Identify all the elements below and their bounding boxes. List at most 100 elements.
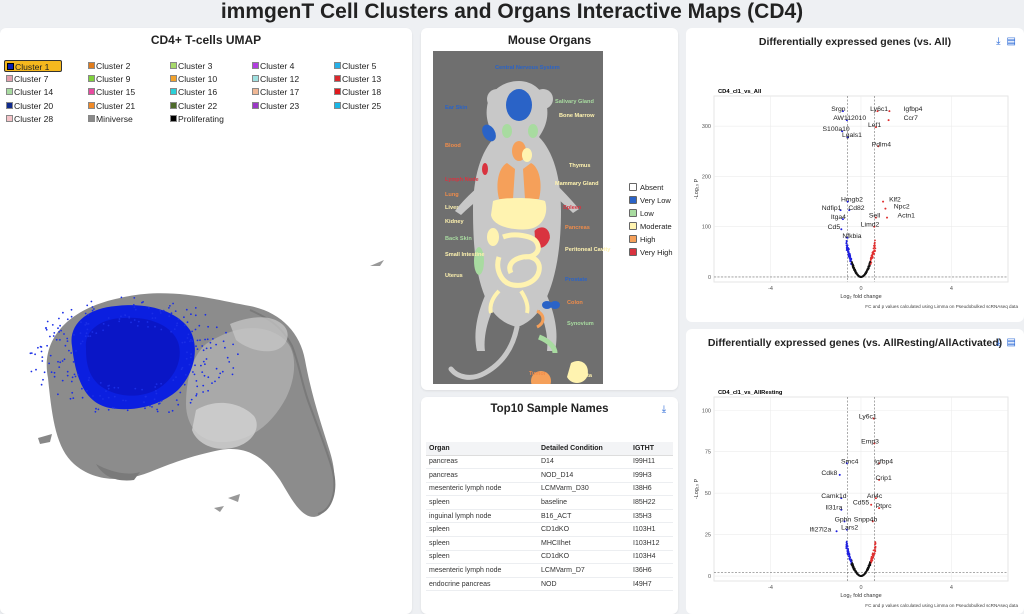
legend-item-cluster-18[interactable]: Cluster 18 <box>332 86 381 98</box>
legend-item-cluster-12[interactable]: Cluster 12 <box>250 73 299 85</box>
organ-label-synovium[interactable]: Synovium <box>567 321 594 327</box>
legend-item-cluster-15[interactable]: Cluster 15 <box>86 86 135 98</box>
table-cell: I36H6 <box>630 563 673 578</box>
legend-item-cluster-1[interactable]: Cluster 1 <box>4 60 63 72</box>
table-row[interactable]: spleen baseline I85H22 <box>426 495 673 510</box>
organ-label-salivary-gland[interactable]: Salivary Gland <box>555 99 594 105</box>
gene-point-highlight <box>839 209 842 212</box>
legend-item-cluster-20[interactable]: Cluster 20 <box>4 100 53 112</box>
organ-label-uterus[interactable]: Uterus <box>445 273 463 279</box>
legend-item-cluster-4[interactable]: Cluster 4 <box>250 60 294 72</box>
table-cell: spleen <box>426 536 538 551</box>
organ-label-liver[interactable]: Liver <box>445 205 459 211</box>
table-cell: LCMVarm_D7 <box>538 563 630 578</box>
gene-label: Cd82 <box>848 205 864 212</box>
umap-point <box>232 343 235 346</box>
organ-label-colon[interactable]: Colon <box>567 300 583 306</box>
gene-point-highlight <box>872 417 875 420</box>
organ-label-mammary-gland[interactable]: Mammary Gland <box>555 181 599 187</box>
legend-swatch <box>6 75 13 83</box>
table-row[interactable]: spleen MHCIIhet I103H12 <box>426 536 673 551</box>
legend-item-cluster-5[interactable]: Cluster 5 <box>332 60 376 72</box>
organ-label-thymus[interactable]: Thymus <box>569 163 591 169</box>
umap-panel: CD4+ T-cells UMAP Cluster 1 Cluster 2 Clus… <box>0 28 412 614</box>
document-icon[interactable]: ▤ <box>1006 36 1016 47</box>
legend-item-cluster-10[interactable]: Cluster 10 <box>168 73 217 85</box>
organ-label-blood[interactable]: Blood <box>445 143 461 149</box>
legend-label: Cluster 4 <box>260 61 295 71</box>
table-header[interactable]: IGTHT <box>630 442 673 456</box>
legend-item-cluster-13[interactable]: Cluster 13 <box>332 73 381 85</box>
table-row[interactable]: mesenteric lymph node LCMVarm_D7 I36H6 <box>426 563 673 578</box>
gene-point <box>846 244 849 247</box>
umap-point <box>80 321 82 323</box>
table-cell: mesenteric lymph node <box>426 482 538 497</box>
legend-item-cluster-16[interactable]: Cluster 16 <box>168 86 217 98</box>
gene-label: AW112010 <box>833 115 866 122</box>
organ-label-central-nervous-system[interactable]: Central Nervous System <box>495 65 560 71</box>
table-row[interactable]: pancreas D14 I99H11 <box>426 455 673 470</box>
download-icon[interactable]: ⤓ <box>996 337 1001 348</box>
gene-point-highlight <box>840 497 843 500</box>
table-row[interactable]: mesenteric lymph node LCMVarm_D30 I38H6 <box>426 482 673 497</box>
table-header[interactable]: Organ <box>426 442 538 456</box>
organ-label-ear-skin[interactable]: Ear Skin <box>445 105 468 111</box>
gene-point-highlight <box>846 236 849 239</box>
table-row[interactable]: endocrine pancreas NOD I49H7 <box>426 577 673 592</box>
umap-point <box>108 384 111 387</box>
organ-label-kidney[interactable]: Kidney <box>445 219 464 225</box>
table-row[interactable]: spleen CD1dKO I103H1 <box>426 522 673 538</box>
organ-label-small-intestine[interactable]: Small Intestine <box>445 252 485 258</box>
legend-item-proliferating[interactable]: Proliferating <box>168 113 224 125</box>
organ-label-peritoneal-cavity[interactable]: Peritoneal Cavity <box>565 247 611 253</box>
gene-point-highlight <box>840 228 843 231</box>
legend-item-cluster-25[interactable]: Cluster 25 <box>332 100 381 112</box>
umap-point <box>74 375 77 378</box>
document-icon[interactable]: ▤ <box>1006 337 1016 348</box>
download-icon[interactable]: ⤓ <box>661 404 667 415</box>
umap-point <box>61 360 64 362</box>
legend-item-cluster-7[interactable]: Cluster 7 <box>4 73 48 85</box>
legend-item-cluster-3[interactable]: Cluster 3 <box>168 60 212 72</box>
table-cell: I103H4 <box>630 550 673 565</box>
organ-label-lung[interactable]: Lung <box>445 192 459 198</box>
organ-label-bone-marrow[interactable]: Bone Marrow <box>559 113 595 119</box>
organ-label-placenta[interactable]: Placenta <box>569 373 593 379</box>
gene-label: Ifi27l2a <box>809 526 831 533</box>
gene-label: Lgals1 <box>842 132 862 139</box>
table-row[interactable]: spleen CD1dKO I103H4 <box>426 550 673 565</box>
legend-item-cluster-28[interactable]: Cluster 28 <box>4 113 53 125</box>
gene-label: Emp3 <box>861 438 879 445</box>
gene-point <box>874 239 876 242</box>
organ-label-lymph-node[interactable]: Lymph Node <box>445 177 479 183</box>
legend-item-cluster-23[interactable]: Cluster 23 <box>250 100 299 112</box>
legend-item-miniverse[interactable]: Miniverse <box>86 113 133 125</box>
legend-item-cluster-22[interactable]: Cluster 22 <box>168 100 217 112</box>
table-row[interactable]: inguinal lymph node B16_ACT I35H3 <box>426 509 673 524</box>
umap-point <box>204 313 207 316</box>
umap-point <box>71 391 74 394</box>
umap-point <box>111 406 114 409</box>
gene-label: Klf2 <box>889 197 901 204</box>
table-row[interactable]: pancreas NOD_D14 I99H3 <box>426 468 673 483</box>
organ-label-tumor[interactable]: Tumor <box>529 371 546 377</box>
legend-item-cluster-21[interactable]: Cluster 21 <box>86 100 135 112</box>
legend-item-cluster-9[interactable]: Cluster 9 <box>86 73 130 85</box>
y-tick-label: 100 <box>702 408 711 414</box>
legend-item-cluster-14[interactable]: Cluster 14 <box>4 86 53 98</box>
organ-label-back-skin[interactable]: Back Skin <box>445 236 472 242</box>
gene-point <box>851 265 854 268</box>
organ-label-spleen[interactable]: Spleen <box>563 205 582 211</box>
download-icon[interactable]: ⤓ <box>996 36 1001 47</box>
umap-point <box>156 408 159 411</box>
gene-point-highlight <box>876 110 879 113</box>
organ-label-prostate[interactable]: Prostate <box>565 277 588 283</box>
gene-point-highlight <box>878 507 881 510</box>
legend-item-cluster-2[interactable]: Cluster 2 <box>86 60 130 72</box>
mouse-organ-map[interactable]: Central Nervous System Ear Skin Salivary G… <box>433 51 610 390</box>
legend-swatch <box>334 88 341 96</box>
legend-item-cluster-17[interactable]: Cluster 17 <box>250 86 299 98</box>
organ-label-pancreas[interactable]: Pancreas <box>565 225 590 231</box>
umap-plot[interactable] <box>0 228 412 614</box>
table-header[interactable]: Detailed Condition <box>538 442 630 456</box>
